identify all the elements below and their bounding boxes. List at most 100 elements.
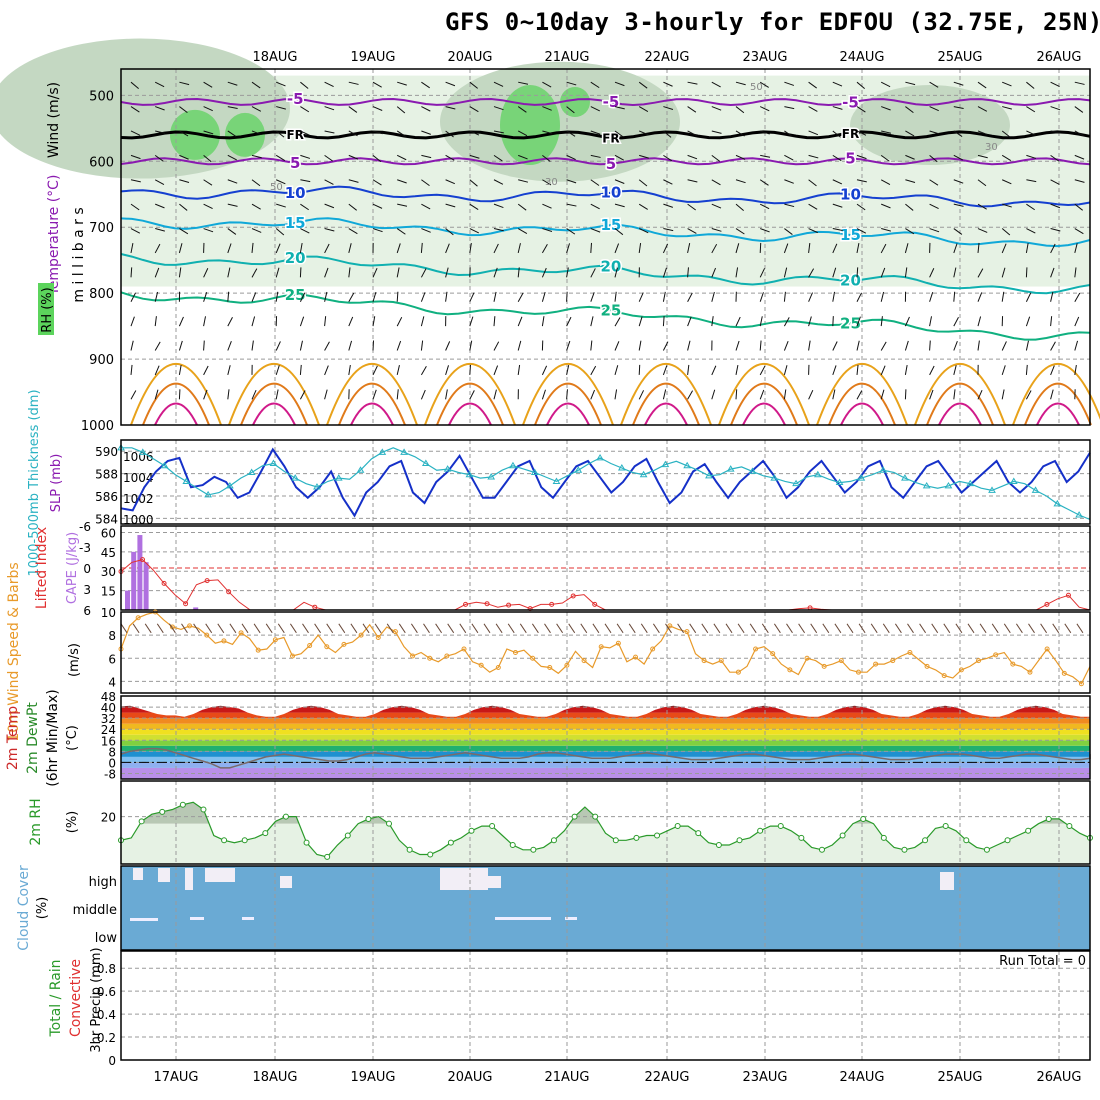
wind-marker xyxy=(1061,670,1067,676)
wind-barb-10m xyxy=(1052,623,1060,634)
wind-barb xyxy=(324,106,335,111)
wind-barb xyxy=(904,389,907,400)
date-label-bottom: 21AUG xyxy=(544,1070,589,1085)
thermal-contour xyxy=(632,382,700,426)
wind-barb xyxy=(929,268,935,278)
wind-barb-10m xyxy=(713,623,721,634)
wind-marker xyxy=(718,658,724,664)
lifted-tick: 0 xyxy=(83,562,91,576)
cape-tick: 60 xyxy=(101,526,116,540)
thermal-contour xyxy=(644,402,688,426)
wind-barb xyxy=(275,341,281,351)
rh-shading-medium xyxy=(0,38,290,179)
wind-barb-10m xyxy=(1028,623,1035,634)
wind-barb xyxy=(881,130,892,134)
isotherm-line xyxy=(120,291,1091,341)
wind-barb xyxy=(929,130,940,135)
wind-barb xyxy=(953,81,964,86)
isotherm-label: -5 xyxy=(842,94,859,112)
wind-barb xyxy=(711,316,714,327)
wind-marker xyxy=(392,629,398,635)
wind-marker xyxy=(358,632,364,638)
wind-barb xyxy=(203,106,213,112)
lifted-axis-label: Lifted Index xyxy=(34,527,50,609)
wind-barb xyxy=(421,179,430,187)
rh-marker xyxy=(1045,815,1052,822)
wind-barb xyxy=(421,203,431,210)
wind-barb xyxy=(300,228,310,234)
wind-barb xyxy=(251,179,261,187)
isotherm-label: 5 xyxy=(845,149,855,167)
rh-marker xyxy=(1066,823,1073,830)
date-label-top: 19AUG xyxy=(350,50,395,65)
wind-barb xyxy=(227,340,232,351)
wind-barb xyxy=(493,267,498,278)
wind-barb xyxy=(493,130,504,134)
wind-barb xyxy=(953,228,963,235)
wind-barb-10m xyxy=(737,623,745,634)
wind-barb xyxy=(227,291,230,302)
wind-barb xyxy=(1001,291,1005,302)
wind-barb xyxy=(711,365,717,376)
cloud-unit-label: (%) xyxy=(35,897,50,920)
rh-marker xyxy=(860,815,867,822)
wind-barb xyxy=(856,390,863,400)
wind-barb xyxy=(421,154,432,159)
wind-barb xyxy=(154,291,159,302)
temp-color-band xyxy=(121,762,1090,768)
wind-marker xyxy=(1027,669,1033,675)
wind-barb xyxy=(324,291,328,302)
wind-barb xyxy=(832,341,838,351)
slp-tick: 1006 xyxy=(123,450,154,464)
thickness-marker xyxy=(552,477,561,484)
rh-marker xyxy=(344,832,351,839)
wind-barb xyxy=(396,154,407,161)
wind-barb xyxy=(348,316,354,327)
wind-barb-10m xyxy=(798,623,806,634)
wind-barb-10m xyxy=(181,623,188,634)
wind-barb-10m xyxy=(314,623,322,634)
wind-barb xyxy=(493,228,504,232)
wind-barb xyxy=(493,291,497,302)
wind-barb xyxy=(493,179,504,185)
wind-barb-10m xyxy=(1015,623,1023,634)
wind-barb xyxy=(808,203,818,210)
wind-barb xyxy=(1050,316,1053,327)
wind-barb-10m xyxy=(689,623,697,634)
wind-barb xyxy=(856,81,865,89)
thickness-marker xyxy=(530,468,539,475)
wind-barb xyxy=(421,228,431,233)
lifted-marker xyxy=(1065,592,1071,598)
wind-marker xyxy=(1044,646,1050,652)
wind-barb xyxy=(396,316,403,327)
wind-barb xyxy=(566,154,576,161)
wind-barb xyxy=(542,130,553,135)
wind-barb xyxy=(469,179,478,187)
wind-barb xyxy=(469,292,475,302)
wind-barb xyxy=(542,228,553,232)
wind-barb xyxy=(251,316,256,327)
wind-barb xyxy=(783,267,788,278)
wind-barb xyxy=(1050,130,1061,134)
wind-barb xyxy=(348,130,358,137)
cape-bar xyxy=(193,607,199,610)
thermal-contour xyxy=(252,402,296,426)
temperature-axis-label: Temperature (°C) xyxy=(46,175,62,297)
wind-barb xyxy=(421,130,431,135)
wind-marker xyxy=(444,653,450,659)
wind-barb xyxy=(880,243,887,254)
wind-barb xyxy=(856,364,859,375)
wind-barb xyxy=(590,154,601,158)
wind-marker xyxy=(941,673,947,679)
wind-barb xyxy=(251,203,261,210)
wind-marker xyxy=(787,667,793,673)
wind-barb xyxy=(1050,243,1056,254)
wind-marker xyxy=(735,669,741,675)
wind-barb xyxy=(493,81,504,87)
pressure-tick-label: 700 xyxy=(89,221,114,236)
cloud-gap xyxy=(205,868,235,882)
wind-barb-10m xyxy=(786,623,793,634)
chart-title: GFS 0~10day 3-hourly for EDFOU (32.75E, … xyxy=(445,8,1100,36)
thickness-marker xyxy=(966,479,975,487)
wind-barb xyxy=(469,228,480,234)
